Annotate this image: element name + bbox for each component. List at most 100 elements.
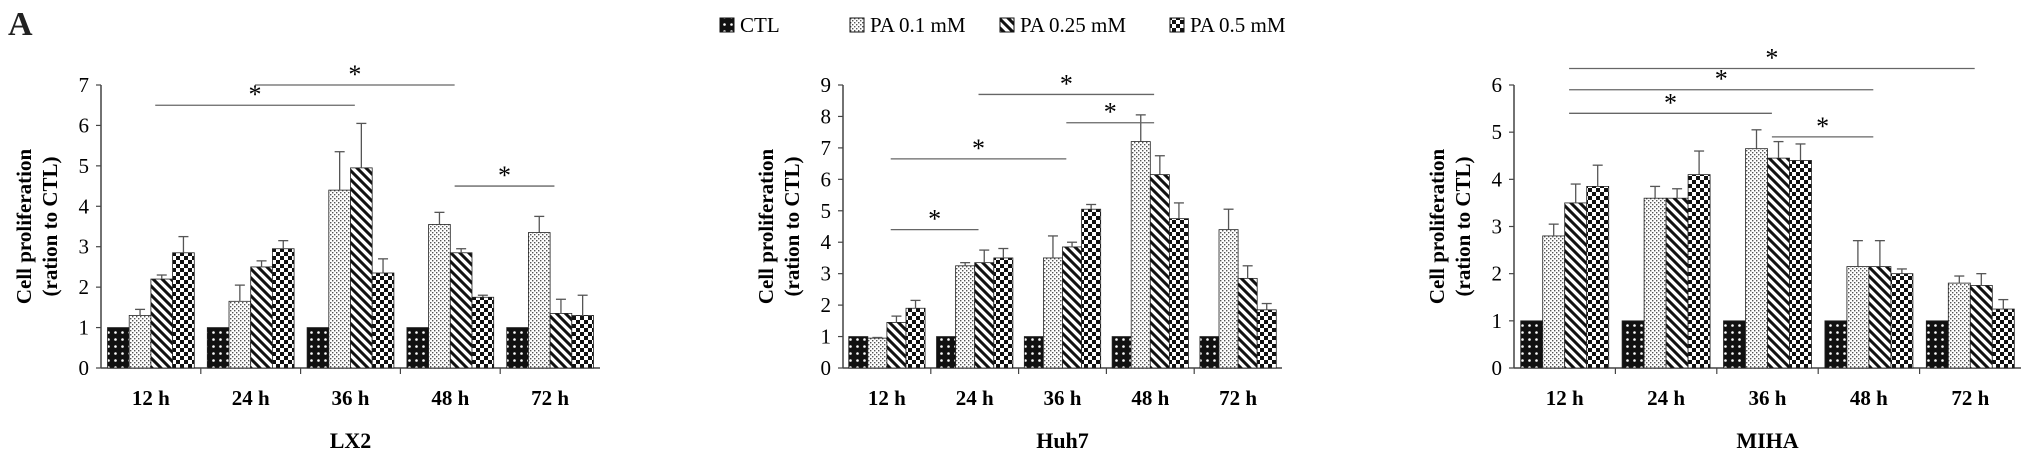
y-axis-label-line: (ration to CTL) [780, 157, 804, 297]
x-tick-label: 48 h [1131, 386, 1169, 410]
legend-swatch-0 [719, 17, 735, 33]
chart-0: 0 1 2 3 4 5 6 7 Cell proliferation (ration to CTL… [12, 60, 600, 453]
legend-swatch-3 [1169, 17, 1185, 33]
x-tick-label: 12 h [868, 386, 906, 410]
bar-pa-0-1-mm-72h [1218, 229, 1239, 369]
significance-star: * [1816, 112, 1829, 141]
bar-pa-0-5-mm-36h [1081, 208, 1102, 369]
bar-ctl-72h [1199, 336, 1220, 369]
bar-pa-0-5-mm-24h [1687, 174, 1711, 369]
x-tick-label: 12 h [1546, 386, 1584, 410]
bar-pa-0-25-mm-24h [250, 266, 273, 369]
bar-pa-0-5-mm-24h [271, 248, 295, 369]
bar-pa-0-25-mm-36h [350, 167, 373, 369]
bar-pa-0-1-mm-24h [955, 265, 976, 369]
legend: CTL PA 0.1 mM PA 0.25 mM PA 0.5 mM [719, 13, 1286, 37]
significance-star: * [498, 161, 511, 190]
bar-ctl-72h [1925, 320, 1949, 369]
significance-star: * [348, 60, 361, 89]
bar-pa-0-5-mm-72h [1256, 309, 1277, 369]
legend-label-0: CTL [740, 13, 780, 37]
y-tick-label: 4 [1492, 167, 1503, 191]
y-tick-label: 7 [821, 136, 832, 160]
y-tick-label: 0 [821, 356, 832, 380]
bar-pa-0-25-mm-12h [1564, 202, 1588, 369]
bar-pa-0-1-mm-72h [528, 232, 551, 369]
bar-pa-0-25-mm-24h [1665, 197, 1689, 369]
bar-pa-0-1-mm-24h [1643, 197, 1667, 369]
x-tick-label: 48 h [1850, 386, 1888, 410]
bar-pa-0-1-mm-48h [1846, 266, 1870, 369]
y-axis-label-line: Cell proliferation [1425, 149, 1449, 305]
y-tick-label: 9 [821, 73, 832, 97]
bar-pa-0-1-mm-36h [328, 189, 351, 369]
y-tick-label: 3 [79, 235, 90, 259]
y-tick-label: 1 [79, 316, 90, 340]
bar-pa-0-25-mm-72h [1969, 285, 1993, 369]
y-tick-label: 6 [1492, 73, 1503, 97]
significance-star: * [249, 80, 262, 109]
x-tick-label: 72 h [531, 386, 569, 410]
chart-2: 0 1 2 3 4 5 6 Cell proliferation (ration to CTL)… [1425, 43, 2021, 453]
y-tick-label: 5 [1492, 120, 1503, 144]
x-tick-label: 24 h [232, 386, 270, 410]
x-tick-label: 24 h [1647, 386, 1685, 410]
bar-pa-0-5-mm-72h [571, 315, 594, 369]
x-tick-label: 24 h [956, 386, 994, 410]
y-tick-label: 0 [79, 356, 90, 380]
bar-pa-0-25-mm-36h [1062, 246, 1082, 369]
significance-star: * [1664, 88, 1677, 117]
bar-ctl-36h [1023, 336, 1044, 369]
bar-pa-0-5-mm-48h [471, 296, 495, 369]
legend-label-3: PA 0.5 mM [1190, 13, 1286, 37]
bar-pa-0-25-mm-72h [549, 313, 573, 369]
bar-ctl-24h [1621, 320, 1645, 369]
significance-star: * [972, 134, 985, 163]
significance-star: * [1765, 43, 1778, 72]
bar-pa-0-25-mm-48h [1868, 266, 1892, 369]
bar-ctl-36h [1723, 320, 1746, 369]
bar-ctl-48h [406, 327, 430, 369]
y-tick-label: 4 [79, 194, 90, 218]
y-tick-label: 3 [1492, 215, 1503, 239]
legend-swatch-2 [999, 17, 1015, 33]
y-tick-label: 3 [821, 262, 832, 286]
bar-pa-0-1-mm-12h [128, 315, 152, 369]
bar-pa-0-1-mm-12h [867, 337, 888, 369]
bar-ctl-48h [1824, 320, 1848, 369]
bar-pa-0-25-mm-48h [1149, 174, 1170, 369]
y-tick-label: 7 [79, 73, 90, 97]
bar-pa-0-25-mm-12h [886, 322, 907, 369]
x-tick-label: 36 h [1749, 386, 1787, 410]
y-tick-label: 6 [821, 167, 832, 191]
bar-pa-0-5-mm-24h [993, 257, 1014, 369]
y-tick-label: 2 [1492, 262, 1503, 286]
legend-label-2: PA 0.25 mM [1020, 13, 1126, 37]
bar-pa-0-25-mm-48h [449, 252, 473, 369]
y-axis-label-line: Cell proliferation [754, 149, 778, 305]
chart-1: 0 1 2 3 4 5 6 7 8 9 Cell proliferation (ration to C… [754, 69, 1282, 453]
bar-pa-0-25-mm-72h [1237, 277, 1258, 369]
bar-pa-0-5-mm-12h [905, 307, 926, 369]
y-axis-label-line: Cell proliferation [12, 149, 36, 305]
bar-ctl-36h [306, 327, 330, 369]
bar-pa-0-5-mm-72h [1991, 308, 2015, 369]
bar-pa-0-5-mm-48h [1168, 218, 1189, 369]
legend-swatch-1 [849, 17, 865, 33]
y-tick-label: 2 [79, 275, 90, 299]
bar-pa-0-1-mm-72h [1947, 282, 1971, 369]
y-tick-label: 1 [1492, 309, 1503, 333]
x-tick-label: 72 h [1219, 386, 1257, 410]
significance-star: * [1104, 98, 1117, 127]
bar-pa-0-1-mm-36h [1745, 148, 1768, 369]
bar-pa-0-1-mm-24h [228, 300, 252, 369]
y-tick-label: 0 [1492, 356, 1503, 380]
bar-pa-0-1-mm-12h [1542, 235, 1566, 369]
significance-star: * [928, 205, 941, 234]
significance-star: * [1060, 69, 1073, 98]
bar-ctl-12h [107, 327, 130, 369]
x-axis-title: LX2 [330, 428, 372, 453]
bar-pa-0-5-mm-12h [172, 252, 195, 369]
bar-ctl-12h [1520, 320, 1544, 369]
